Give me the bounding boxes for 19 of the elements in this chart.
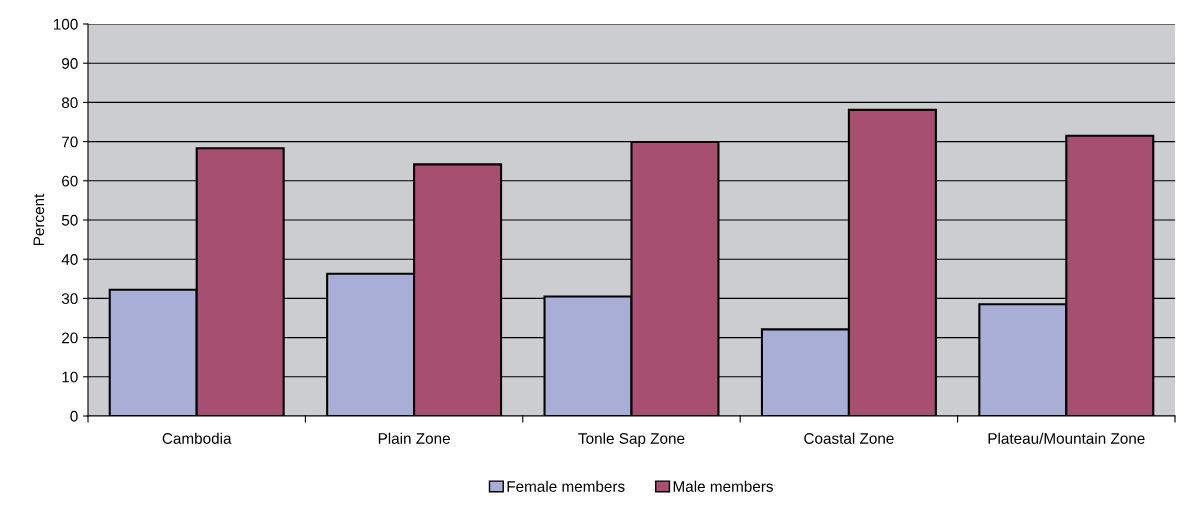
y-tick-label: 50: [61, 214, 78, 226]
y-tick-label: 30: [61, 293, 78, 305]
y-tick-label: 90: [62, 58, 78, 69]
y-tick-label: 40: [61, 254, 78, 265]
y-tick-label: 0: [70, 410, 78, 422]
x-tick-label: Plateau/Mountain Zone: [988, 432, 1145, 444]
legend-label: Female members: [507, 480, 625, 492]
x-tick-label: Tonle Sap Zone: [578, 432, 685, 447]
y-tick-label: 80: [61, 97, 78, 109]
y-tick-label: 70: [62, 136, 78, 148]
x-tick-label: Coastal Zone: [804, 432, 894, 444]
y-tick-label: 100: [53, 18, 78, 30]
y-tick-label: 20: [62, 332, 78, 344]
y-axis-title: Percent: [33, 193, 45, 246]
x-tick-label: Cambodia: [162, 432, 232, 444]
x-tick-label: Plain Zone: [378, 432, 450, 444]
y-tick-label: 10: [62, 371, 78, 383]
y-tick-label: 60: [62, 175, 78, 187]
legend-label: Male members: [673, 480, 773, 492]
